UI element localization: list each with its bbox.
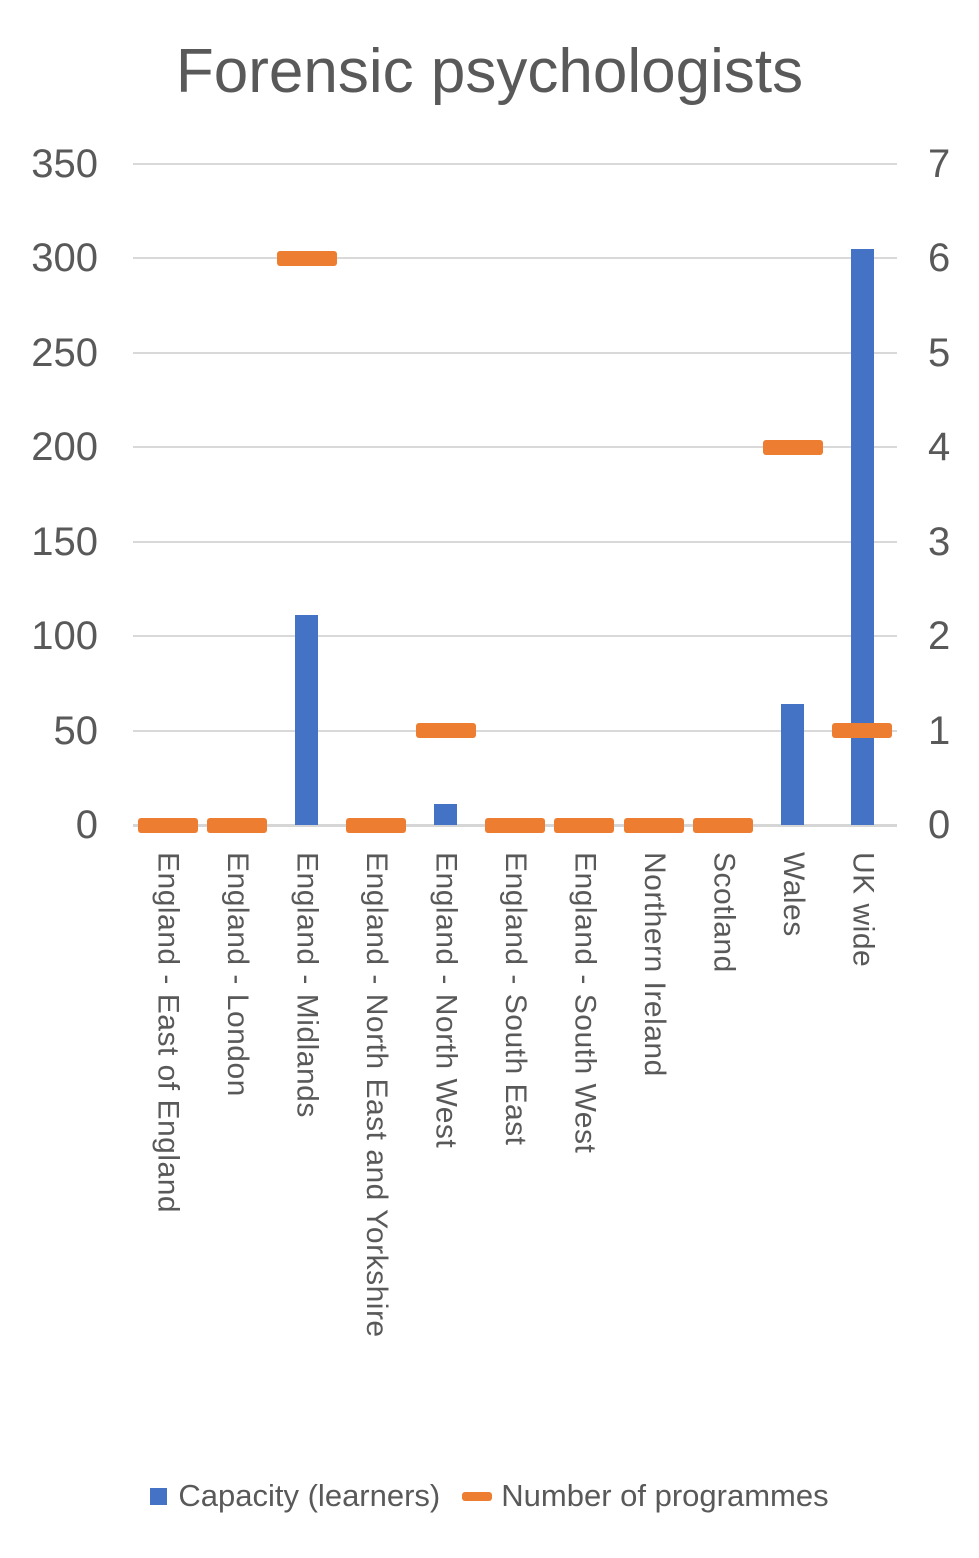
capacity-bar: [781, 704, 805, 825]
gridline: [133, 446, 897, 449]
programmes-legend-swatch-icon: [462, 1491, 493, 1501]
gridline: [133, 635, 897, 638]
category-label: England - North West: [429, 852, 463, 1149]
capacity-bar: [434, 804, 458, 825]
category-label: Scotland: [707, 852, 741, 973]
left-axis-tick-label: 0: [75, 803, 98, 847]
programmes-dash: [207, 817, 268, 833]
legend: Capacity (learners) Number of programmes: [0, 1478, 979, 1514]
category-label: England - South East: [499, 852, 532, 1146]
gridline: [133, 729, 897, 732]
capacity-legend-swatch-icon: [150, 1487, 168, 1505]
category-label: England - Midlands: [290, 852, 324, 1118]
left-axis-tick-label: 100: [31, 614, 98, 659]
programmes-dash: [554, 817, 615, 833]
gridline: [133, 257, 897, 260]
left-axis-tick-label: 250: [31, 330, 98, 375]
programmes-dash: [415, 723, 476, 739]
category-label: England - South West: [568, 852, 602, 1154]
left-axis-tick-label: 150: [31, 519, 98, 564]
programmes-dash: [485, 817, 545, 833]
gridline: [133, 351, 897, 354]
right-axis-tick-label: 7: [928, 142, 951, 186]
programmes-dash: [346, 817, 407, 833]
gridline: [133, 163, 897, 165]
category-label: England - East of England: [151, 852, 185, 1214]
legend-item-programmes: Number of programmes: [462, 1478, 829, 1514]
gridline: [133, 540, 897, 543]
chart-title: Forensic psychologists: [175, 37, 804, 106]
capacity-bar: [295, 615, 319, 825]
legend-label-capacity: Capacity (learners): [178, 1478, 441, 1513]
category-label: Wales: [776, 852, 810, 937]
right-axis-tick-label: 4: [928, 425, 951, 470]
right-axis-tick-label: 0: [928, 803, 951, 847]
left-axis-tick-label: 300: [31, 236, 98, 281]
programmes-dash: [693, 817, 754, 833]
capacity-bar: [850, 248, 874, 825]
programmes-dash: [276, 250, 337, 266]
right-axis-tick-label: 2: [928, 614, 951, 659]
right-axis-tick-label: 3: [928, 519, 951, 564]
legend-item-capacity: Capacity (learners): [150, 1478, 440, 1514]
right-axis-tick-label: 1: [928, 708, 951, 753]
right-axis-tick-label: 6: [928, 236, 951, 281]
programmes-dash: [832, 723, 893, 739]
left-axis-tick-label: 350: [31, 142, 98, 186]
category-label: UK wide: [846, 852, 880, 968]
category-label: England - London: [221, 852, 255, 1097]
legend-label-programmes: Number of programmes: [501, 1478, 829, 1513]
programmes-dash: [137, 817, 198, 833]
right-axis-tick-label: 5: [928, 330, 951, 375]
category-label: Northern Ireland: [637, 852, 671, 1077]
programmes-dash: [762, 439, 823, 455]
programmes-dash: [623, 817, 684, 833]
left-axis-tick-label: 200: [31, 425, 98, 470]
category-label: England - North East and Yorkshire: [360, 852, 394, 1338]
left-axis-tick-label: 50: [53, 708, 99, 753]
